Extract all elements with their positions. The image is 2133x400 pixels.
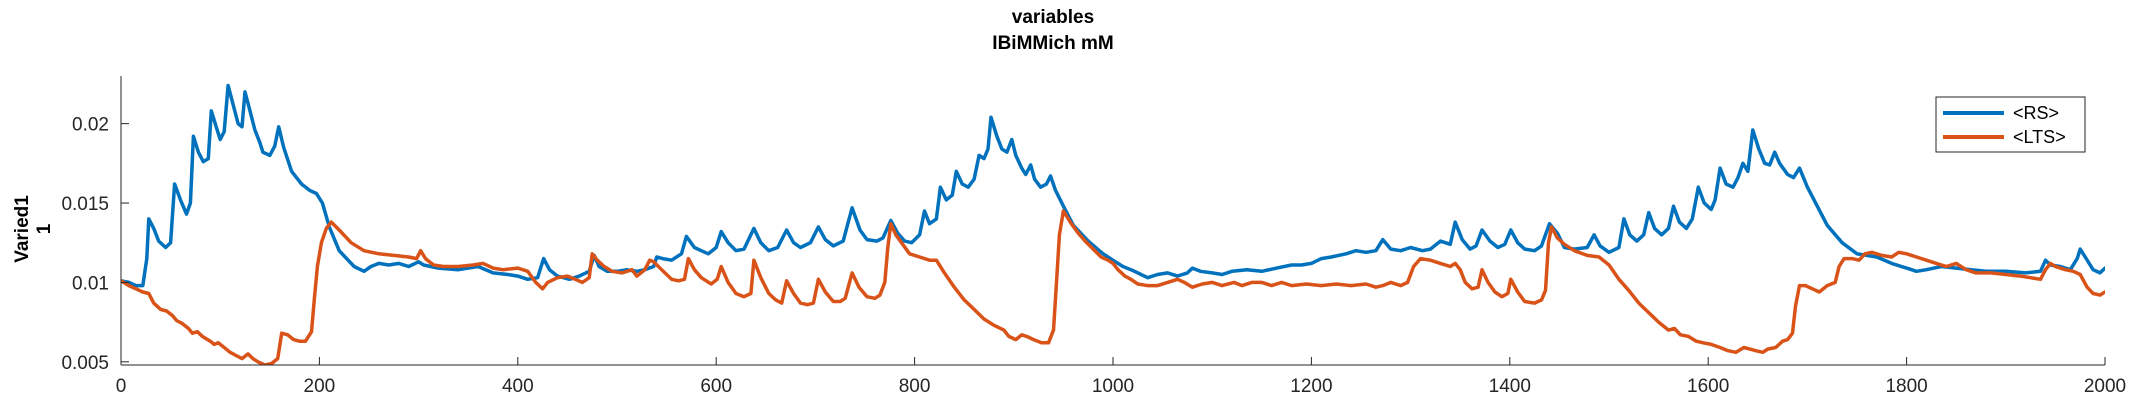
x-tick-label: 1000: [1092, 376, 1134, 397]
y-tick-label: 0.015: [61, 194, 109, 215]
x-tick-label: 800: [899, 376, 931, 397]
chart-title: variables: [1012, 7, 1094, 28]
legend-label-rs: <RS>: [2013, 103, 2059, 123]
x-tick-label: 1800: [1885, 376, 1927, 397]
legend: <RS> <LTS>: [1935, 96, 2086, 153]
x-tick-label: 400: [502, 376, 534, 397]
x-tick-label: 1600: [1687, 376, 1729, 397]
legend-box: [1935, 96, 2086, 153]
x-axis-ticks: 0 200 400 600 800 1000 1200 1400 1600 1800 2000: [116, 357, 2126, 397]
x-tick-label: 200: [304, 376, 336, 397]
y-axis-ticks: 0.005 0.01 0.015 0.02: [61, 115, 129, 374]
y-axis-label-line-1: Varied1: [12, 195, 33, 263]
x-tick-label: 1400: [1489, 376, 1531, 397]
y-tick-label: 0.005: [61, 353, 109, 374]
series-line-lts: [121, 209, 2105, 365]
chart-subtitle: IBiMMich mM: [992, 33, 1113, 54]
y-tick-label: 0.01: [72, 273, 109, 294]
x-tick-label: 2000: [2084, 376, 2126, 397]
legend-label-lts: <LTS>: [2013, 127, 2066, 147]
plot-box: [121, 76, 2105, 365]
x-tick-label: 0: [116, 376, 127, 397]
x-tick-label: 600: [700, 376, 732, 397]
plot-area: 0 200 400 600 800 1000 1200 1400 1600 1800 2000 0.…: [61, 76, 2126, 397]
y-tick-label: 0.02: [72, 115, 109, 136]
series-line-rs: [121, 83, 2105, 288]
series-layer: [121, 83, 2105, 365]
y-axis-label-line-2: 1: [34, 223, 55, 234]
y-axis-label: Varied1 1: [12, 195, 55, 263]
x-tick-label: 1200: [1290, 376, 1332, 397]
